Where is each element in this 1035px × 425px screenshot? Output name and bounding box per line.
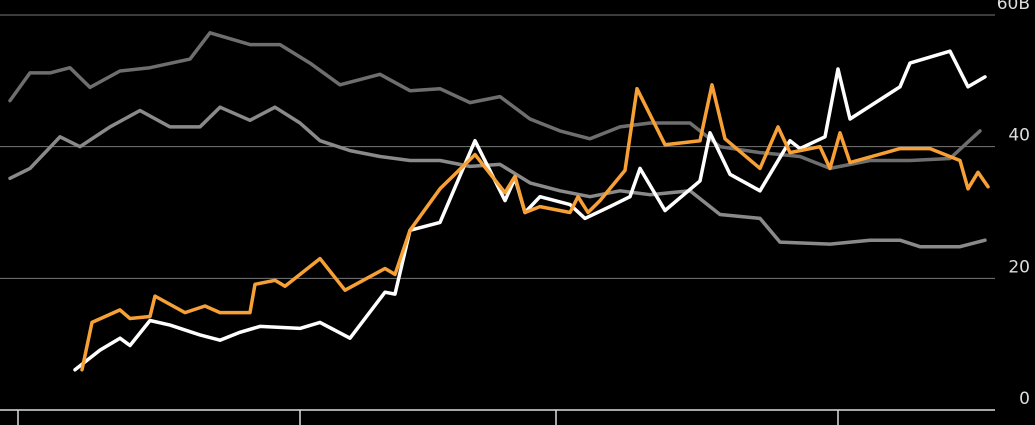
- series-line: [8, 105, 987, 249]
- y-tick-label: 60B: [997, 0, 1030, 14]
- series-line: [80, 83, 990, 372]
- y-tick-label: 40: [1008, 126, 1030, 146]
- series-line: [73, 49, 987, 372]
- series-line: [8, 31, 982, 171]
- y-tick-label: 0: [1019, 389, 1030, 409]
- y-tick-label: 20: [1008, 257, 1030, 277]
